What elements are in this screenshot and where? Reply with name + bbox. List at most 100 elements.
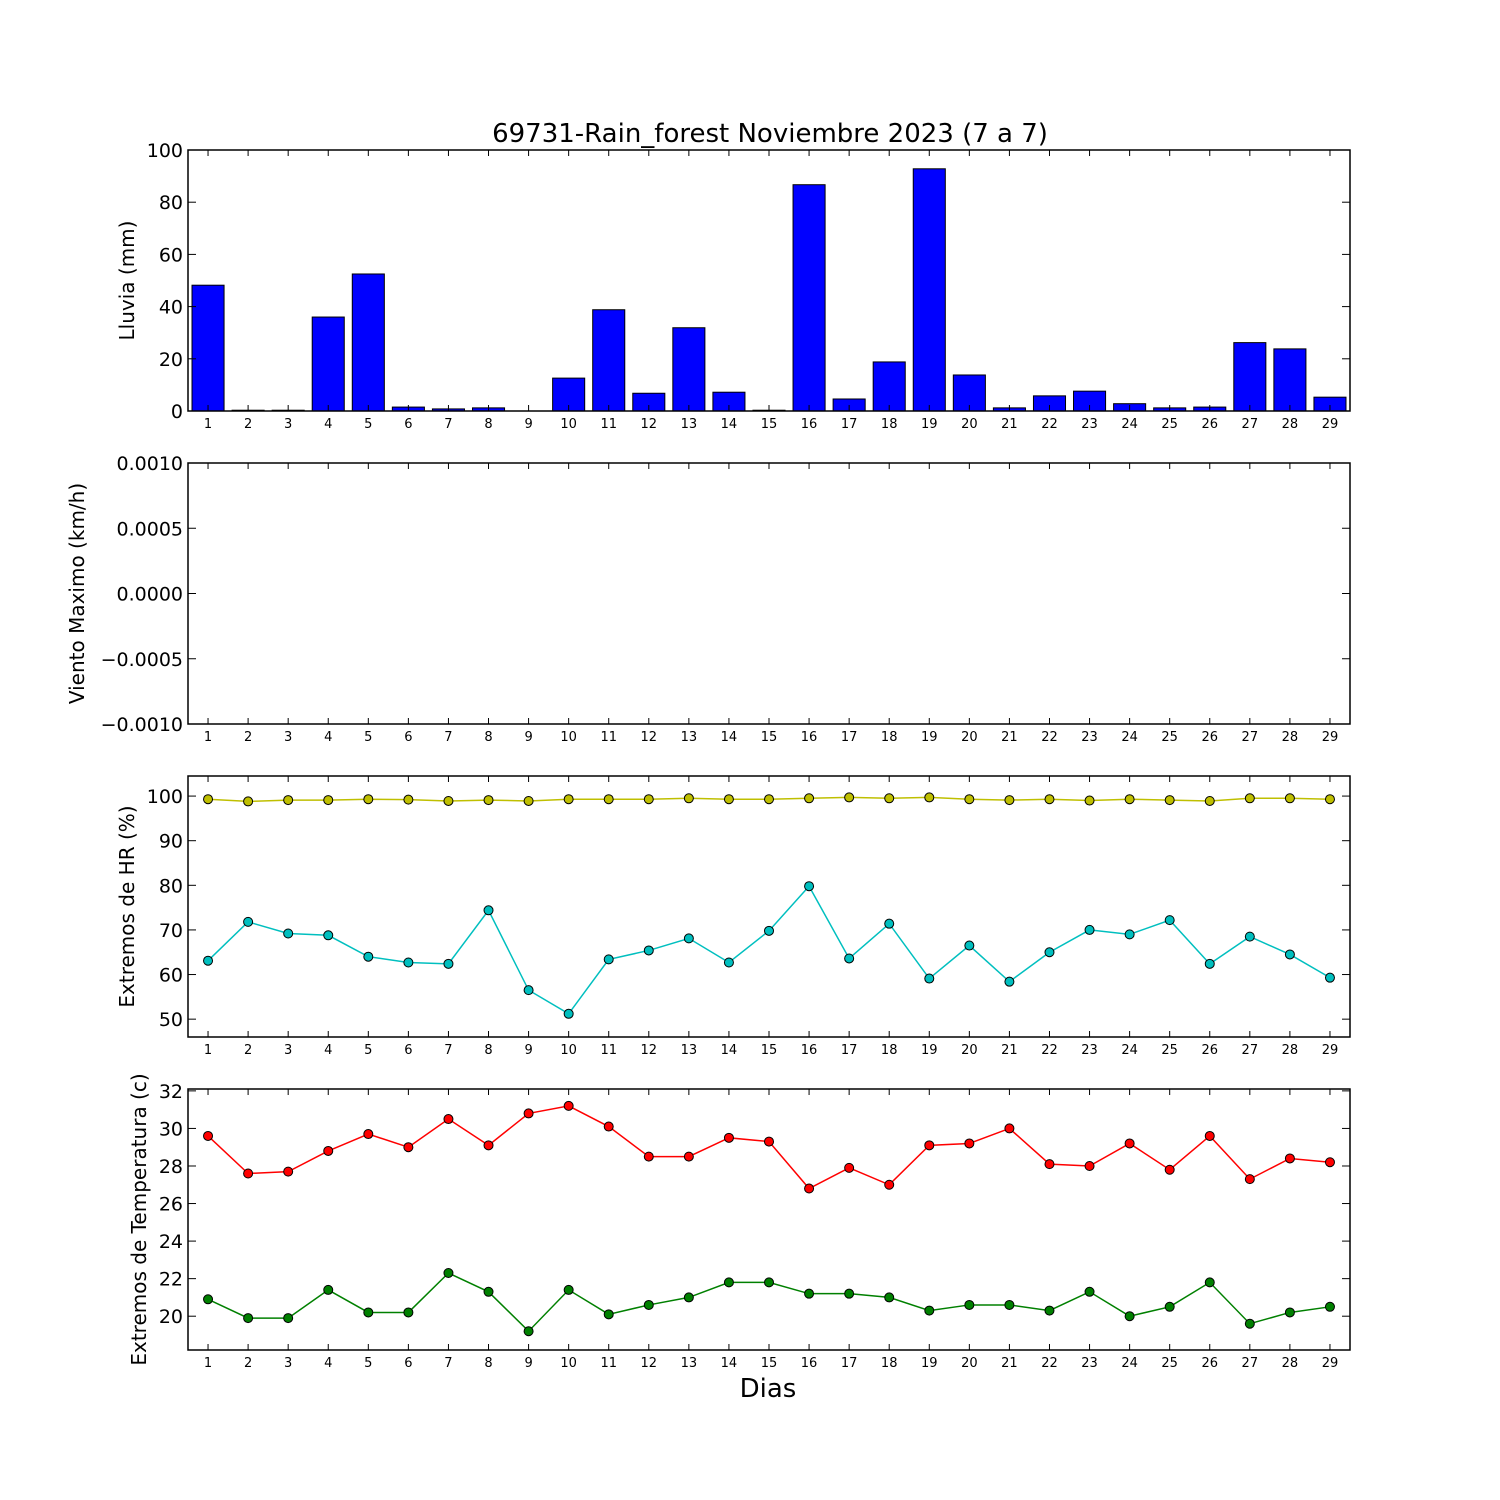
x-tick-label: 23	[1081, 1356, 1098, 1371]
y-axis-label: Extremos de HR (%)	[115, 805, 139, 1007]
y-tick-label: 20	[159, 349, 183, 371]
series-2-point-day-10	[563, 1284, 574, 1295]
y-tick-label: 32	[159, 1081, 183, 1103]
series-2-point-day-21	[1004, 1299, 1015, 1310]
x-tick-label: 9	[524, 1356, 532, 1371]
subplot-1: 1 2 3 4 5 6 7 8 9 10 11 12 13 14 15 16 17 18 19 20 21 22 23 24 2…	[115, 140, 1351, 432]
y-axis-label: Extremos de Temperatura (c)	[127, 1073, 151, 1365]
x-tick-label: 24	[1121, 730, 1138, 745]
x-tick-label: 12	[641, 730, 658, 745]
series-2-point-day-26	[1204, 1277, 1215, 1288]
series-2-point-day-29	[1324, 972, 1335, 983]
subplot-4: 1 2 3 4 5 6 7 8 9 10 11 12 13 14 15 16 17 18 19 20 21 22 23 24 2…	[127, 1073, 1351, 1371]
series-2-point-day-3	[283, 1313, 294, 1324]
series-2-point-day-27	[1244, 931, 1255, 942]
x-tick-label: 1	[204, 417, 212, 432]
series-1-point-day-7	[443, 1114, 454, 1125]
x-tick-label: 3	[284, 730, 292, 745]
x-tick-label: 1	[204, 1356, 212, 1371]
x-tick-label: 22	[1041, 1043, 1058, 1058]
x-tick-label: 29	[1322, 730, 1339, 745]
series-2-point-day-17	[844, 953, 855, 964]
series-2-point-day-23	[1084, 1286, 1095, 1297]
series-2-point-day-25	[1164, 915, 1175, 926]
series-1-point-day-18	[884, 1179, 895, 1190]
x-tick-label: 17	[841, 1043, 858, 1058]
x-tick-label: 1	[204, 1043, 212, 1058]
x-tick-label: 8	[484, 417, 492, 432]
y-tick-label: 50	[159, 1009, 183, 1031]
x-tick-label: 25	[1161, 730, 1178, 745]
x-tick-label: 6	[404, 417, 412, 432]
x-tick-label: 18	[881, 417, 898, 432]
series-1-point-day-11	[603, 794, 614, 805]
x-tick-label: 28	[1282, 1043, 1299, 1058]
x-tick-label: 7	[444, 730, 452, 745]
series-2-point-day-15	[764, 925, 774, 936]
x-tick-label: 16	[801, 730, 818, 745]
x-tick-label: 20	[961, 1356, 978, 1371]
x-tick-label: 22	[1041, 417, 1058, 432]
series-2-point-day-24	[1124, 1311, 1135, 1322]
x-tick-label: 29	[1322, 1043, 1339, 1058]
x-tick-label: 28	[1282, 1356, 1299, 1371]
x-tick-label: 7	[444, 417, 452, 432]
x-tick-label: 15	[761, 1356, 778, 1371]
series-2-point-day-22	[1044, 947, 1055, 958]
y-tick-label: 70	[159, 920, 183, 942]
series-1-point-day-8	[483, 1140, 494, 1151]
x-tick-label: 25	[1161, 1356, 1178, 1371]
x-tick-label: 2	[244, 730, 252, 745]
x-tick-label: 19	[921, 1043, 938, 1058]
bar-day-1	[191, 284, 225, 412]
series-2-point-day-11	[603, 1309, 614, 1320]
x-tick-label: 5	[364, 1356, 372, 1371]
x-tick-label: 5	[364, 1043, 372, 1058]
x-tick-label: 11	[600, 730, 617, 745]
series-1-point-day-3	[283, 795, 294, 806]
x-tick-label: 22	[1041, 1356, 1058, 1371]
series-2-point-day-5	[363, 1307, 374, 1318]
x-tick-label: 2	[244, 1356, 252, 1371]
series-1-point-day-2	[243, 1168, 254, 1179]
series-1-point-day-5	[363, 1129, 374, 1140]
series-1-point-day-14	[723, 794, 734, 805]
series-1-point-day-10	[563, 1100, 574, 1111]
x-tick-label: 10	[560, 1043, 577, 1058]
y-tick-label: 28	[159, 1156, 183, 1178]
series-2-point-day-28	[1284, 1307, 1295, 1318]
series-2-point-day-9	[523, 985, 534, 996]
x-tick-label: 13	[681, 1043, 698, 1058]
series-1-point-day-28	[1284, 1153, 1295, 1164]
x-tick-label: 24	[1121, 1043, 1138, 1058]
bar-day-16	[792, 184, 826, 412]
y-tick-label: 0.0000	[117, 584, 183, 606]
x-tick-label: 2	[244, 1043, 252, 1058]
x-tick-label: 20	[961, 1043, 978, 1058]
subplot-2: 1 2 3 4 5 6 7 8 9 10 11 12 13 14 15 16 17 18 19 20 21 22 23 24 2…	[65, 453, 1351, 745]
x-tick-label: 16	[801, 1043, 818, 1058]
series-1-point-day-4	[323, 795, 334, 806]
x-tick-label: 15	[761, 417, 778, 432]
x-tick-label: 15	[761, 1043, 778, 1058]
series-2-point-day-8	[483, 1286, 494, 1297]
series-1-point-day-10	[563, 794, 574, 805]
series-2-point-day-14	[723, 1277, 734, 1288]
series-1-point-day-6	[403, 794, 414, 805]
x-tick-label: 3	[284, 1356, 292, 1371]
plot-frame	[187, 462, 1351, 725]
x-tick-label: 6	[404, 1356, 412, 1371]
x-tick-label: 17	[841, 1356, 858, 1371]
y-tick-label: 90	[159, 831, 183, 853]
x-tick-label: 8	[484, 1043, 492, 1058]
series-2-point-day-3	[283, 928, 294, 939]
x-tick-label: 19	[921, 417, 938, 432]
series-1-point-day-13	[683, 1151, 694, 1162]
x-tick-label: 18	[881, 1043, 898, 1058]
plot-frame	[187, 1088, 1351, 1351]
series-1-point-day-1	[203, 794, 214, 805]
series-1-point-day-13	[683, 793, 694, 804]
x-tick-label: 20	[961, 417, 978, 432]
series-1-point-day-24	[1124, 794, 1135, 805]
series-2-point-day-14	[723, 957, 734, 968]
